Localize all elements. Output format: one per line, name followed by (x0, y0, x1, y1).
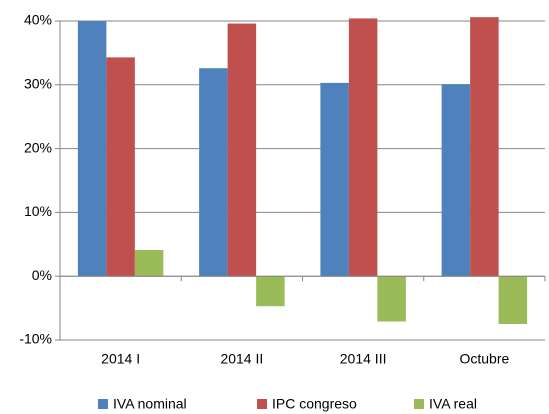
y-tick-label: 0% (32, 267, 52, 283)
bar (134, 250, 164, 277)
legend-swatch (257, 399, 267, 409)
bar (320, 82, 349, 277)
bar (106, 57, 135, 277)
x-tick-label: Octubre (459, 351, 509, 367)
y-tick-label: 30% (24, 76, 52, 92)
bar (77, 21, 107, 277)
y-tick-label: -10% (19, 331, 52, 347)
legend-swatch (414, 399, 424, 409)
bar (348, 18, 378, 277)
bar (470, 17, 499, 277)
bar (441, 84, 471, 277)
bar (377, 276, 406, 322)
y-tick-label: 10% (24, 203, 52, 219)
y-tick-label: 40% (24, 12, 52, 28)
y-tick-label: 20% (24, 139, 52, 155)
legend-label: IPC congreso (272, 396, 357, 412)
bar (256, 276, 285, 307)
x-tick-label: 2014 I (101, 351, 140, 367)
bar (227, 23, 257, 277)
x-tick-label: 2014 II (220, 351, 263, 367)
bar (498, 276, 528, 325)
legend-label: IVA nominal (113, 396, 187, 412)
bar (199, 68, 228, 277)
legend-label: IVA real (429, 396, 477, 412)
legend-swatch (98, 399, 108, 409)
x-tick-label: 2014 III (340, 351, 387, 367)
